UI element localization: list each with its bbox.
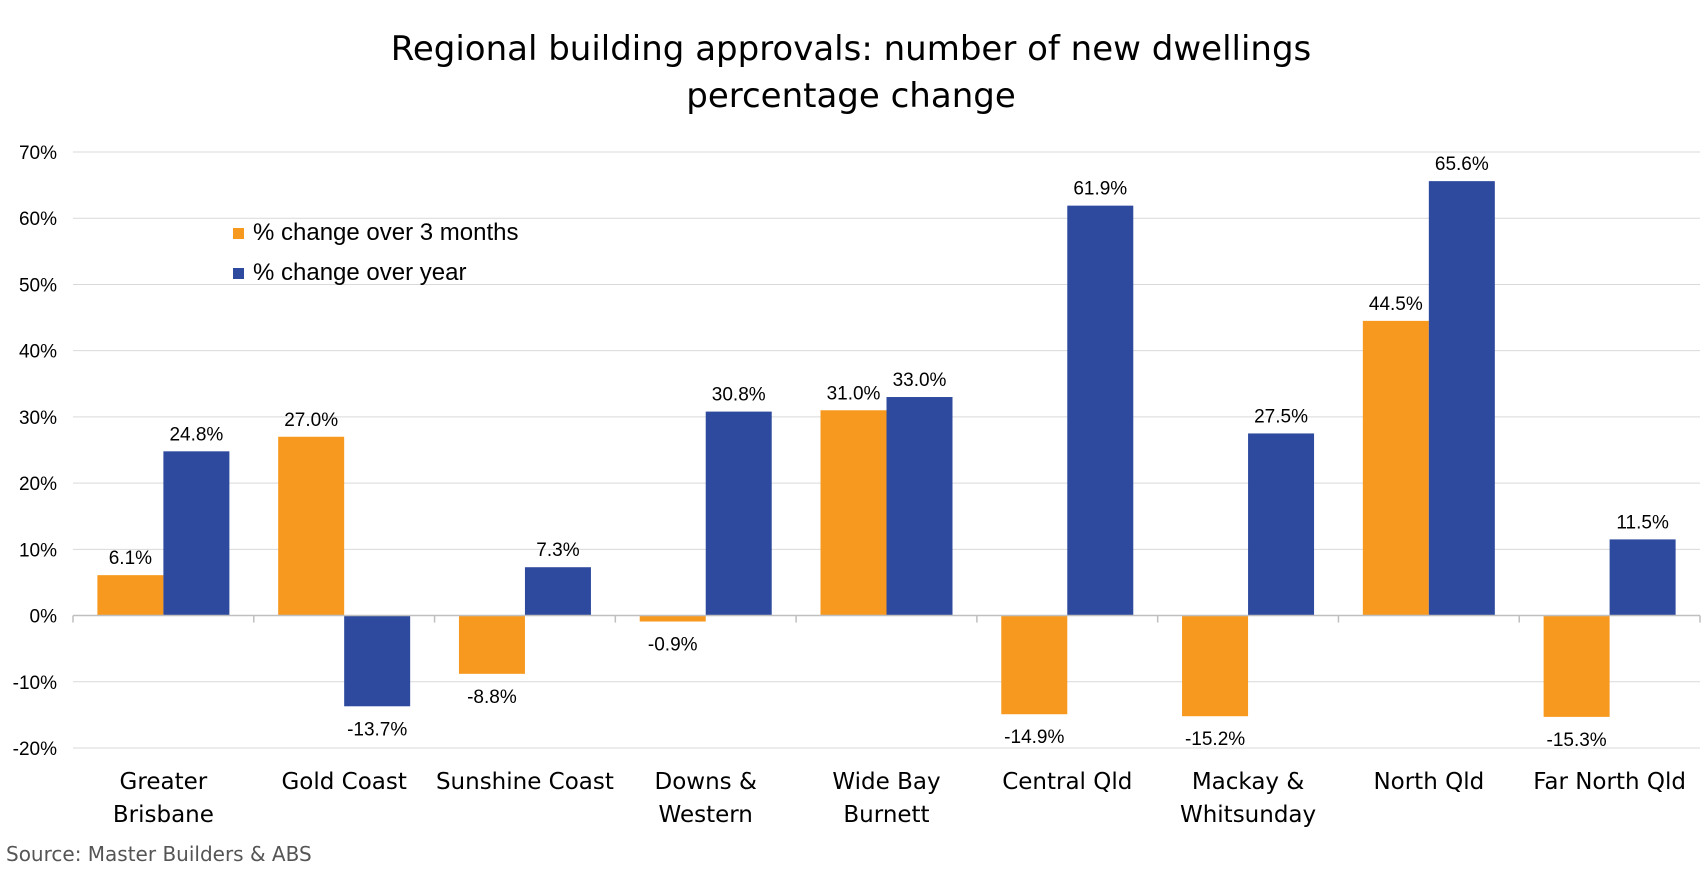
y-axis-ticks: -20% -10% 0% 10% 20% 30% 40% 50% 60% 70% bbox=[13, 143, 57, 760]
data-label: 65.6% bbox=[1435, 154, 1489, 175]
data-label: -15.2% bbox=[1185, 729, 1245, 750]
chart-title: Regional building approvals: number of n… bbox=[391, 29, 1312, 116]
data-label: 11.5% bbox=[1616, 512, 1669, 533]
bar-three-month-3 bbox=[639, 615, 706, 622]
bar-year-8 bbox=[1609, 539, 1676, 616]
y-tick-label: 50% bbox=[19, 275, 57, 296]
data-label: 61.9% bbox=[1073, 179, 1127, 200]
category-label: Far North Qld bbox=[1533, 769, 1686, 795]
bar-three-month-0 bbox=[97, 575, 164, 616]
y-tick-label: 30% bbox=[19, 408, 57, 429]
bar-year-0 bbox=[163, 451, 230, 616]
data-label: -0.9% bbox=[648, 635, 698, 656]
category-label: Downs & bbox=[655, 769, 757, 795]
bar-three-month-2 bbox=[458, 615, 525, 674]
category-label: Greater bbox=[120, 769, 208, 795]
bar-year-5 bbox=[1067, 205, 1134, 616]
bar-year-6 bbox=[1248, 433, 1315, 616]
category-label: Gold Coast bbox=[281, 769, 406, 795]
y-tick-label: 70% bbox=[19, 143, 57, 164]
category-label: Whitsunday bbox=[1180, 802, 1316, 828]
legend-label: % change over 3 months bbox=[253, 219, 519, 246]
category-label: Wide Bay bbox=[832, 769, 940, 795]
category-label: Sunshine Coast bbox=[436, 769, 614, 795]
data-label: 33.0% bbox=[893, 370, 947, 391]
bars bbox=[97, 181, 1676, 717]
bar-year-3 bbox=[705, 411, 772, 616]
category-label: Central Qld bbox=[1002, 769, 1132, 795]
category-label: Western bbox=[659, 802, 753, 828]
data-label: 7.3% bbox=[536, 540, 579, 561]
data-label: 30.8% bbox=[712, 385, 766, 406]
bar-three-month-4 bbox=[820, 410, 887, 616]
legend-swatch bbox=[233, 228, 244, 239]
legend-swatch bbox=[233, 268, 244, 279]
bar-year-4 bbox=[886, 397, 953, 616]
bar-year-2 bbox=[524, 567, 591, 616]
bar-year-1 bbox=[344, 615, 411, 707]
data-label: 27.5% bbox=[1254, 406, 1308, 427]
y-tick-label: 20% bbox=[19, 474, 57, 495]
data-label: 6.1% bbox=[109, 548, 152, 569]
bar-three-month-1 bbox=[278, 436, 345, 616]
data-label: -15.3% bbox=[1547, 730, 1607, 751]
bar-three-month-6 bbox=[1182, 615, 1249, 717]
chart-title-line-1: Regional building approvals: number of n… bbox=[391, 29, 1312, 69]
category-label: Burnett bbox=[843, 802, 929, 828]
category-label: North Qld bbox=[1373, 769, 1484, 795]
data-label: 24.8% bbox=[169, 424, 223, 445]
y-tick-label: 40% bbox=[19, 342, 57, 363]
bar-three-month-8 bbox=[1543, 615, 1610, 717]
y-tick-label: 0% bbox=[30, 607, 58, 628]
y-tick-label: 10% bbox=[19, 540, 57, 561]
data-labels: 6.1% 27.0% -8.8% -0.9% 31.0% -14.9% -15.2% 44.5… bbox=[109, 154, 1669, 751]
bar-three-month-5 bbox=[1001, 615, 1068, 715]
data-label: 27.0% bbox=[284, 410, 338, 431]
y-tick-label: -10% bbox=[13, 673, 57, 694]
chart-title-line-2: percentage change bbox=[686, 76, 1016, 116]
data-label: -8.8% bbox=[467, 687, 517, 708]
data-label: 31.0% bbox=[827, 383, 881, 404]
category-label: Mackay & bbox=[1192, 769, 1305, 795]
data-label: -14.9% bbox=[1004, 727, 1064, 748]
legend-label: % change over year bbox=[253, 259, 466, 286]
bar-year-7 bbox=[1428, 181, 1495, 616]
category-label: Brisbane bbox=[113, 802, 214, 828]
data-label: -13.7% bbox=[347, 719, 407, 740]
source-note: Source: Master Builders & ABS bbox=[6, 842, 312, 866]
data-label: 44.5% bbox=[1369, 294, 1423, 315]
bar-three-month-7 bbox=[1362, 320, 1429, 616]
y-tick-label: -20% bbox=[13, 739, 57, 760]
legend: % change over 3 months % change over year bbox=[233, 219, 519, 286]
y-tick-label: 60% bbox=[19, 209, 57, 230]
x-axis bbox=[72, 614, 1701, 623]
category-labels: Greater Brisbane Gold Coast Sunshine Coast D… bbox=[113, 769, 1686, 828]
